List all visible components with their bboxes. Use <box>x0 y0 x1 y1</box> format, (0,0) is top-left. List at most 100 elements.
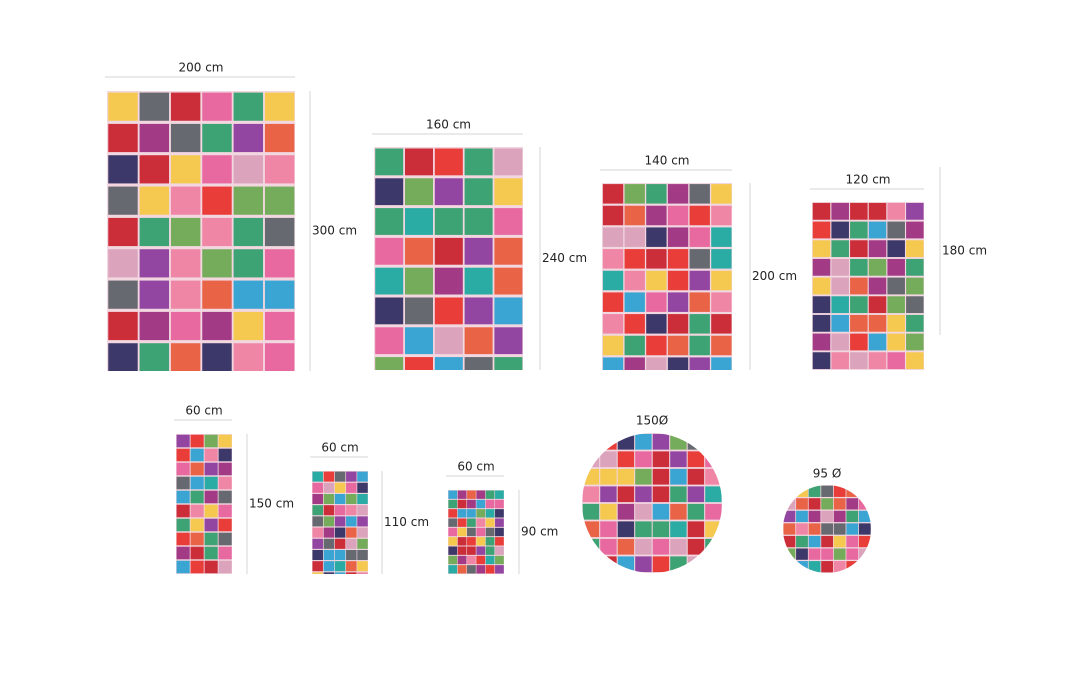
patch <box>170 280 201 309</box>
patch <box>448 537 458 546</box>
patch <box>476 546 486 555</box>
patch <box>346 572 357 574</box>
patch <box>600 538 617 555</box>
patch <box>687 451 705 468</box>
patch <box>176 462 190 476</box>
patch <box>334 471 346 482</box>
patch <box>495 518 504 527</box>
patch <box>906 258 924 276</box>
patch <box>457 509 467 518</box>
patch <box>312 493 323 505</box>
patch <box>687 486 705 503</box>
patch <box>711 249 732 269</box>
patch <box>448 546 458 555</box>
patch <box>202 343 232 371</box>
patch <box>711 335 732 356</box>
patch <box>202 249 232 278</box>
patch <box>218 546 232 560</box>
patch <box>711 227 732 247</box>
patch <box>687 433 705 450</box>
patch <box>582 538 600 555</box>
patch <box>624 292 645 312</box>
patch <box>494 178 523 206</box>
patch <box>646 270 667 291</box>
patch <box>582 451 600 468</box>
patch <box>906 296 924 314</box>
patch <box>667 357 689 370</box>
patch <box>602 335 624 356</box>
rug: 200 cm 300 cm <box>105 61 357 371</box>
patch <box>624 335 645 356</box>
rug-pattern <box>783 485 871 573</box>
patch <box>485 565 495 574</box>
height-label: 240 cm <box>542 251 587 265</box>
patch <box>831 314 849 332</box>
patch <box>635 556 652 573</box>
patch <box>846 485 859 497</box>
patch <box>467 555 476 565</box>
patch <box>202 155 232 184</box>
patch <box>476 555 486 565</box>
patch <box>494 327 523 355</box>
patch <box>323 505 335 516</box>
patch <box>689 335 710 356</box>
patch <box>323 493 335 505</box>
patch <box>170 186 201 215</box>
rug-pattern <box>107 91 295 371</box>
height-label: 90 cm <box>521 525 558 539</box>
patch <box>176 532 190 546</box>
patch <box>617 433 635 450</box>
patch <box>796 561 808 573</box>
patch <box>357 516 368 527</box>
patch <box>464 357 493 370</box>
width-label: 140 cm <box>644 154 689 168</box>
patch <box>495 546 504 555</box>
patch <box>170 155 201 184</box>
patch <box>705 486 722 503</box>
patch <box>582 556 600 573</box>
patch <box>346 505 357 516</box>
patch <box>190 504 204 518</box>
patch <box>602 357 624 370</box>
patch <box>887 333 905 351</box>
patch <box>346 549 357 561</box>
patch <box>670 451 687 468</box>
patch <box>652 468 670 485</box>
patch <box>635 503 652 520</box>
rug: 60 cm 110 cm <box>310 441 429 574</box>
patch <box>689 270 710 291</box>
patch <box>624 357 645 370</box>
patch <box>233 92 264 121</box>
patch <box>670 538 687 555</box>
patch <box>783 498 796 510</box>
patch <box>404 267 434 295</box>
patch <box>404 357 434 370</box>
patch <box>887 314 905 332</box>
patch <box>812 296 831 314</box>
patch <box>582 503 600 520</box>
patch <box>808 498 821 510</box>
patch <box>705 468 722 485</box>
patch <box>812 258 831 276</box>
patch <box>346 493 357 505</box>
patch <box>176 504 190 518</box>
patch <box>323 527 335 538</box>
patch <box>108 186 138 215</box>
patch <box>357 561 368 572</box>
patch <box>783 510 796 523</box>
patch <box>176 546 190 560</box>
patch <box>346 471 357 482</box>
patch <box>821 561 834 573</box>
patch <box>176 476 190 490</box>
patch <box>312 471 323 482</box>
patch <box>346 527 357 538</box>
patch <box>600 503 617 520</box>
patch <box>652 486 670 503</box>
round-rug: 150Ø <box>582 414 722 573</box>
patch <box>375 208 404 235</box>
patch <box>833 510 846 523</box>
patch <box>334 482 346 493</box>
patch <box>233 311 264 341</box>
patch <box>831 296 849 314</box>
patch <box>312 505 323 516</box>
